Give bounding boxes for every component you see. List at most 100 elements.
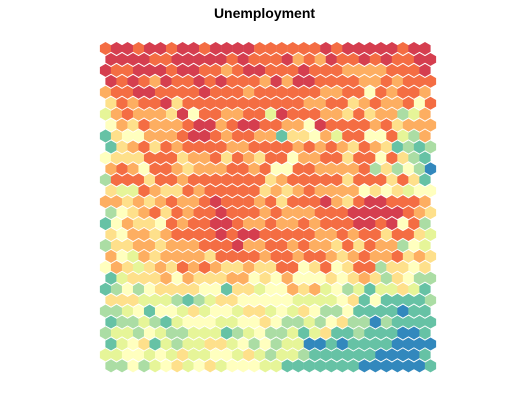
hex-cell — [99, 217, 112, 231]
hex-cell — [265, 85, 277, 99]
hex-cell — [221, 151, 233, 165]
hex-cell — [105, 315, 117, 329]
hex-cell — [177, 151, 189, 165]
hex-cell — [375, 151, 387, 165]
hex-cell — [193, 359, 205, 373]
hex-cell — [303, 118, 315, 132]
hex-cell — [402, 249, 415, 263]
hex-cell — [386, 107, 398, 121]
hex-cell — [165, 238, 178, 252]
hex-cell — [121, 85, 134, 99]
hex-cell — [364, 85, 376, 99]
hex-cell — [110, 326, 123, 340]
hex-cell — [132, 107, 145, 121]
hex-cell — [160, 206, 172, 220]
hex-cell — [309, 282, 321, 296]
hex-cell — [287, 195, 299, 209]
hex-cell — [116, 118, 128, 132]
hex-cell — [259, 293, 271, 307]
hex-cell — [320, 173, 332, 187]
hex-cell — [391, 206, 404, 220]
hex-cell — [105, 96, 117, 110]
hex-cell — [353, 195, 365, 209]
hex-cell — [132, 238, 145, 252]
hex-cell — [331, 107, 343, 121]
hex-cell — [193, 206, 205, 220]
hex-cell — [336, 74, 348, 88]
hex-cell — [226, 140, 238, 154]
hex-cell — [276, 282, 288, 296]
hex-cell — [132, 282, 145, 296]
hex-cell — [331, 260, 343, 274]
hex-cell — [336, 228, 348, 242]
hex-cell — [149, 293, 161, 307]
hex-cell — [358, 359, 371, 373]
hex-cell — [226, 315, 238, 329]
hex-cell — [309, 260, 321, 274]
hex-cell — [364, 304, 376, 318]
hex-cell — [386, 304, 398, 318]
hex-cell — [298, 260, 310, 274]
hex-cell — [325, 293, 337, 307]
hex-cell — [353, 282, 365, 296]
hex-cell — [408, 260, 420, 274]
hex-cell — [331, 282, 343, 296]
hex-cell — [188, 282, 200, 296]
hex-cell — [99, 107, 112, 121]
hex-cell — [182, 52, 194, 66]
hex-cell — [391, 184, 404, 198]
hex-cell — [353, 217, 365, 231]
hex-cell — [287, 107, 299, 121]
hex-cell — [160, 118, 172, 132]
hex-cell — [165, 195, 178, 209]
hex-cell — [199, 326, 211, 340]
hex-cell — [408, 151, 420, 165]
hex-cell — [127, 315, 139, 329]
hex-cell — [358, 249, 371, 263]
hex-cell — [199, 217, 211, 231]
hex-cell — [221, 107, 233, 121]
hex-cell — [143, 63, 156, 77]
hex-cell — [259, 315, 271, 329]
hex-cell — [259, 337, 271, 351]
hex-cell — [298, 217, 310, 231]
hex-cell — [248, 74, 260, 88]
hex-cell — [408, 63, 420, 77]
hex-cell — [336, 359, 348, 373]
hex-cell — [413, 162, 426, 176]
hex-cell — [358, 52, 371, 66]
hex-cell — [204, 315, 216, 329]
hex-cell — [254, 107, 266, 121]
hex-cell — [248, 359, 260, 373]
hex-cell — [402, 293, 415, 307]
hex-cell — [375, 217, 387, 231]
hex-cell — [188, 173, 200, 187]
hex-cell — [375, 63, 387, 77]
hex-cell — [215, 228, 227, 242]
hex-cell — [369, 140, 382, 154]
hex-cell — [259, 228, 271, 242]
hex-cell — [99, 85, 112, 99]
hex-cell — [380, 249, 393, 263]
hex-cell — [116, 271, 128, 285]
hex-cell — [314, 140, 326, 154]
hex-cell — [237, 206, 249, 220]
hex-cell — [287, 151, 299, 165]
hex-cell — [182, 271, 194, 285]
hex-cell — [369, 74, 382, 88]
hex-cell — [132, 260, 145, 274]
hex-cell — [270, 74, 282, 88]
hex-cell — [210, 217, 222, 231]
hex-cell — [386, 42, 398, 55]
hex-cell — [358, 206, 371, 220]
hex-cell — [226, 74, 238, 88]
hex-cell — [298, 129, 310, 143]
hex-cell — [369, 271, 382, 285]
hex-cell — [292, 184, 304, 198]
hex-cell — [336, 140, 348, 154]
hex-cell — [287, 238, 299, 252]
hex-cell — [331, 217, 343, 231]
hex-cell — [281, 140, 293, 154]
hex-cell — [110, 129, 123, 143]
